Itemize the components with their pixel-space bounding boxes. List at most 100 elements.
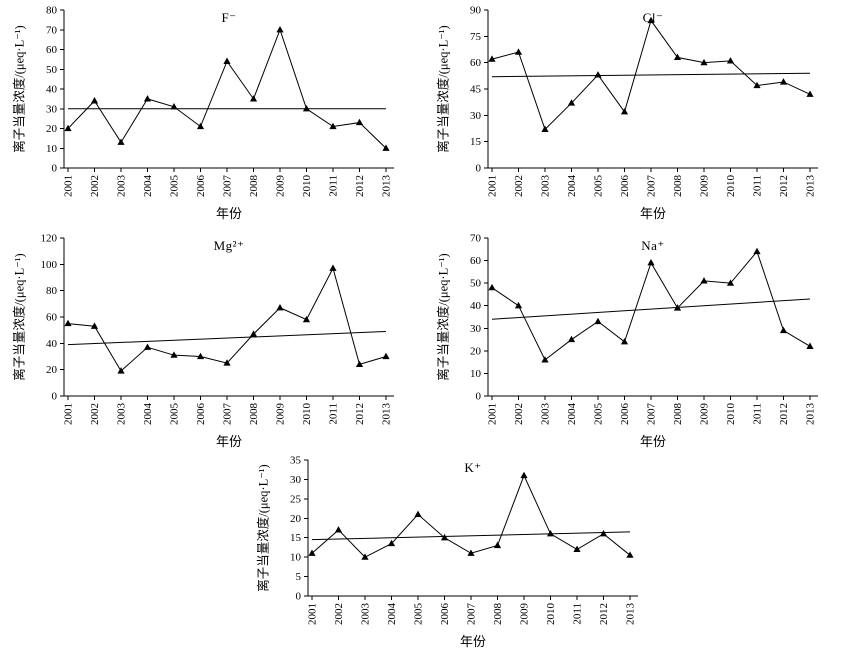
svg-text:0: 0: [476, 163, 482, 175]
svg-text:15: 15: [470, 136, 482, 148]
svg-text:2005: 2005: [413, 603, 425, 626]
svg-text:2013: 2013: [381, 403, 393, 426]
svg-text:2010: 2010: [545, 603, 557, 626]
svg-text:20: 20: [290, 513, 302, 525]
svg-text:0: 0: [52, 391, 58, 403]
svg-text:10: 10: [290, 552, 302, 564]
chart-panel-chloride: 0 15 30 45 60 75 90 2001 2002 2003 2004 2005 2006 200…: [430, 2, 834, 224]
svg-text:40: 40: [470, 300, 482, 312]
line-chart-potassium: 0 5 10 15 20 25 30 35 2001 2002 2003 2004 2005 2006 20…: [290, 455, 638, 626]
svg-text:2002: 2002: [513, 403, 525, 425]
svg-text:2004: 2004: [566, 403, 578, 426]
svg-text:120: 120: [41, 233, 58, 245]
chart-title: Mg²⁺: [213, 238, 245, 253]
svg-text:2004: 2004: [142, 403, 154, 426]
svg-text:2011: 2011: [328, 403, 340, 425]
svg-text:10: 10: [470, 368, 482, 380]
chart-title: Cl⁻: [642, 10, 664, 25]
svg-text:2007: 2007: [222, 175, 234, 198]
svg-text:2008: 2008: [248, 403, 260, 426]
svg-text:5: 5: [296, 571, 302, 583]
svg-text:2007: 2007: [646, 403, 658, 426]
svg-text:2010: 2010: [301, 175, 313, 198]
svg-text:30: 30: [470, 323, 482, 335]
svg-text:60: 60: [470, 57, 482, 69]
svg-text:2008: 2008: [492, 603, 504, 626]
svg-text:2005: 2005: [169, 175, 181, 198]
svg-text:2005: 2005: [593, 175, 605, 198]
svg-text:25: 25: [290, 493, 302, 505]
svg-text:2012: 2012: [354, 175, 366, 197]
svg-text:45: 45: [470, 84, 482, 96]
svg-text:2007: 2007: [222, 403, 234, 426]
svg-text:2007: 2007: [646, 175, 658, 198]
svg-text:2003: 2003: [540, 175, 552, 198]
svg-text:2003: 2003: [540, 403, 552, 426]
svg-text:50: 50: [46, 64, 58, 76]
svg-text:80: 80: [46, 285, 58, 297]
y-axis-label: 离子当量浓度/(μeq·L⁻¹): [12, 25, 27, 153]
svg-text:2003: 2003: [116, 403, 128, 426]
svg-text:60: 60: [46, 312, 58, 324]
svg-text:2003: 2003: [360, 603, 372, 626]
svg-text:2009: 2009: [699, 175, 711, 198]
svg-text:20: 20: [46, 364, 58, 376]
svg-text:2010: 2010: [301, 403, 313, 426]
svg-text:2008: 2008: [672, 403, 684, 426]
svg-text:2006: 2006: [195, 403, 207, 426]
chart-panel-sodium: 0 10 20 30 40 50 60 70 2001 2002 2003 2004 2005 2006 2…: [430, 230, 834, 452]
svg-text:90: 90: [470, 5, 482, 17]
svg-text:2011: 2011: [752, 403, 764, 425]
svg-text:2005: 2005: [169, 403, 181, 426]
svg-text:50: 50: [470, 278, 482, 290]
svg-text:70: 70: [470, 233, 482, 245]
y-axis-label: 离子当量浓度/(μeq·L⁻¹): [436, 25, 451, 153]
svg-text:20: 20: [46, 123, 58, 135]
svg-text:0: 0: [296, 591, 302, 603]
svg-text:2001: 2001: [63, 175, 75, 197]
svg-text:30: 30: [46, 103, 58, 115]
svg-text:2006: 2006: [195, 175, 207, 198]
svg-text:2006: 2006: [619, 175, 631, 198]
svg-text:2013: 2013: [625, 603, 637, 626]
chart-panel-fluoride: 0 10 20 30 40 50 60 70 80 2001 2002 2003 2004 2005 200…: [6, 2, 410, 224]
svg-text:2012: 2012: [354, 403, 366, 425]
chart-panel-magnesium: 0 20 40 60 80 100 120 2001 2002 2003 2004 2005 2006 2…: [6, 230, 410, 452]
svg-text:2011: 2011: [572, 603, 584, 625]
svg-text:15: 15: [290, 532, 302, 544]
svg-text:10: 10: [46, 143, 58, 155]
svg-text:2006: 2006: [439, 603, 451, 626]
svg-text:2010: 2010: [725, 175, 737, 198]
x-axis-label: 年份: [215, 206, 242, 221]
svg-text:2001: 2001: [63, 403, 75, 425]
y-axis-label: 离子当量浓度/(μeq·L⁻¹): [256, 464, 271, 592]
svg-text:2013: 2013: [381, 175, 393, 198]
svg-text:40: 40: [46, 338, 58, 350]
chart-title: Na⁺: [641, 238, 665, 253]
svg-text:2009: 2009: [519, 603, 531, 626]
svg-text:2012: 2012: [778, 403, 790, 425]
svg-text:2013: 2013: [805, 175, 817, 198]
svg-text:75: 75: [470, 31, 482, 43]
svg-text:70: 70: [46, 24, 58, 36]
svg-text:2002: 2002: [89, 175, 101, 197]
svg-text:2001: 2001: [487, 175, 499, 197]
x-axis-label: 年份: [639, 206, 666, 221]
svg-text:40: 40: [46, 84, 58, 96]
svg-text:0: 0: [52, 163, 58, 175]
svg-text:2002: 2002: [333, 603, 345, 625]
svg-text:2006: 2006: [619, 403, 631, 426]
svg-text:35: 35: [290, 455, 302, 467]
svg-text:2013: 2013: [805, 403, 817, 426]
chart-title: K⁺: [464, 460, 482, 475]
svg-text:2008: 2008: [672, 175, 684, 198]
svg-text:60: 60: [470, 255, 482, 267]
svg-text:2003: 2003: [116, 175, 128, 198]
line-chart-sodium: 0 10 20 30 40 50 60 70 2001 2002 2003 2004 2005 2006 2…: [470, 233, 818, 426]
x-axis-label: 年份: [639, 434, 666, 449]
line-chart-chloride: 0 15 30 45 60 75 90 2001 2002 2003 2004 2005 2006 200…: [470, 5, 818, 198]
chart-title: F⁻: [221, 10, 237, 25]
svg-text:2004: 2004: [386, 603, 398, 626]
svg-text:2007: 2007: [466, 603, 478, 626]
svg-text:2001: 2001: [307, 603, 319, 625]
